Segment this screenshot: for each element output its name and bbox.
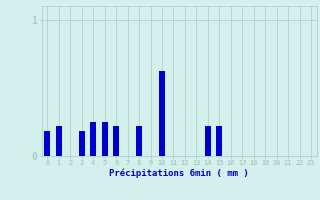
Bar	[216, 126, 222, 156]
Bar	[44, 131, 50, 156]
Bar	[113, 126, 119, 156]
Bar	[56, 126, 62, 156]
X-axis label: Précipitations 6min ( mm ): Précipitations 6min ( mm )	[109, 169, 249, 178]
Bar	[205, 126, 211, 156]
Bar	[136, 126, 142, 156]
Bar	[79, 131, 84, 156]
Bar	[90, 122, 96, 156]
Bar	[102, 122, 108, 156]
Bar	[159, 71, 165, 156]
